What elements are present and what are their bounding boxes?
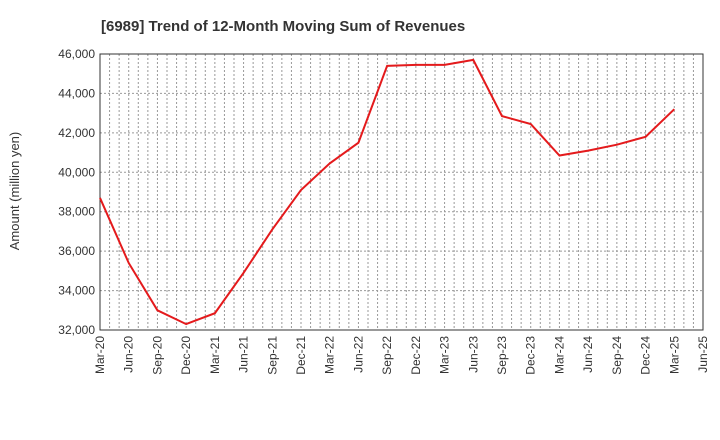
x-tick-label: Sep-20 [150,336,164,375]
y-tick-label: 42,000 [58,126,95,140]
x-tick-label: Dec-22 [409,336,423,375]
y-tick-label: 36,000 [58,244,95,258]
x-tick-label: Jun-24 [581,336,595,373]
x-axis-ticks: Mar-20 Jun-20 Sep-20 Dec-20 Mar-21 Jun-21 Sep-… [93,336,710,375]
y-tick-label: 32,000 [58,323,95,337]
x-tick-label: Sep-24 [610,336,624,375]
x-tick-label: Sep-21 [265,336,279,375]
x-tick-label: Mar-25 [667,336,681,374]
x-tick-label: Dec-21 [294,336,308,375]
y-tick-label: 46,000 [58,47,95,61]
y-tick-label: 40,000 [58,165,95,179]
x-tick-label: Mar-22 [323,336,337,374]
x-tick-label: Mar-20 [93,336,107,374]
x-tick-label: Jun-20 [122,336,136,373]
y-tick-label: 34,000 [58,284,95,298]
x-tick-label: Sep-23 [495,336,509,375]
x-tick-label: Dec-20 [179,336,193,375]
grid-lines [100,54,703,330]
x-tick-label: Mar-24 [552,336,566,374]
x-tick-label: Jun-22 [351,336,365,373]
y-axis-label: Amount (million yen) [7,132,22,251]
y-tick-label: 44,000 [58,86,95,100]
series-line [99,58,675,326]
x-tick-label: Sep-22 [380,336,394,375]
chart-title: [6989] Trend of 12-Month Moving Sum of R… [101,18,465,35]
y-tick-label: 38,000 [58,205,95,219]
x-tick-label: Jun-23 [466,336,480,373]
x-tick-label: Dec-24 [639,336,653,375]
x-tick-label: Mar-23 [438,336,452,374]
x-tick-label: Jun-21 [237,336,251,373]
plot-area-frame [99,53,704,331]
x-tick-label: Mar-21 [208,336,222,374]
y-axis-ticks: 32,000 34,000 36,000 38,000 40,000 42,000 44,0… [58,47,95,337]
x-tick-label: Dec-23 [524,336,538,375]
x-tick-label: Jun-25 [696,336,710,373]
